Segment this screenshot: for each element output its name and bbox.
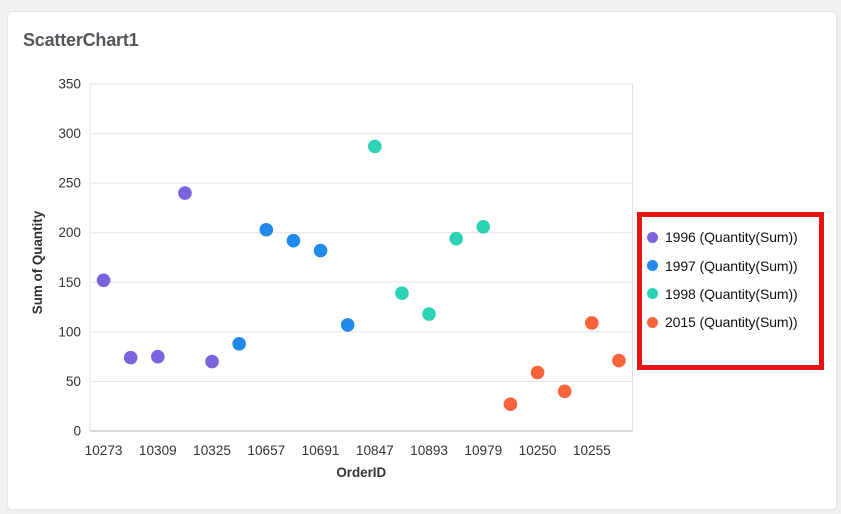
y-tick-label: 0 bbox=[73, 424, 81, 439]
legend-item-label: 2015 (Quantity(Sum)) bbox=[665, 314, 798, 331]
scatter-point[interactable] bbox=[503, 397, 518, 412]
x-tick-label: 10691 bbox=[302, 443, 340, 458]
chart-title: ScatterChart1 bbox=[23, 30, 139, 50]
legend-item[interactable]: 1998 (Quantity(Sum)) bbox=[647, 280, 817, 308]
legend-item[interactable]: 1996 (Quantity(Sum)) bbox=[647, 223, 817, 251]
scatter-point[interactable] bbox=[340, 318, 355, 332]
y-tick-label: 250 bbox=[58, 176, 81, 191]
scatter-point[interactable] bbox=[422, 307, 436, 321]
x-tick-label: 10250 bbox=[519, 443, 557, 458]
scatter-point[interactable] bbox=[232, 336, 246, 351]
y-tick-label: 300 bbox=[58, 126, 81, 141]
chart-card: ScatterChart1 bbox=[7, 11, 837, 510]
y-tick-label: 100 bbox=[58, 324, 81, 339]
scatter-point[interactable] bbox=[476, 219, 491, 234]
scatter-point[interactable] bbox=[259, 222, 274, 237]
y-tick-label: 150 bbox=[58, 275, 81, 290]
scatter-point[interactable] bbox=[123, 350, 138, 365]
scatter-point[interactable] bbox=[585, 316, 599, 330]
x-tick-label: 10893 bbox=[410, 443, 448, 458]
legend-marker-icon bbox=[647, 316, 658, 328]
x-tick-label: 10273 bbox=[85, 443, 123, 458]
scatter-point[interactable] bbox=[557, 384, 572, 399]
scatter-point[interactable] bbox=[368, 139, 382, 154]
y-tick-label: 200 bbox=[58, 225, 81, 240]
x-tick-label: 10979 bbox=[464, 443, 502, 458]
x-tick-label: 10255 bbox=[573, 443, 611, 458]
scatter-point[interactable] bbox=[178, 186, 192, 200]
scatter-point[interactable] bbox=[286, 233, 301, 248]
scatter-point[interactable] bbox=[530, 365, 545, 380]
scatter-point[interactable] bbox=[449, 231, 463, 246]
x-axis-title: OrderID bbox=[336, 465, 386, 480]
x-tick-label: 10325 bbox=[193, 443, 231, 458]
legend-item-label: 1997 (Quantity(Sum)) bbox=[665, 257, 798, 274]
x-tick-label: 10847 bbox=[356, 443, 394, 458]
y-tick-label: 350 bbox=[58, 77, 81, 92]
legend-item[interactable]: 1997 (Quantity(Sum)) bbox=[647, 251, 817, 279]
legend-marker-icon bbox=[647, 288, 658, 300]
scatter-point[interactable] bbox=[96, 273, 111, 288]
y-tick-label: 50 bbox=[66, 374, 82, 389]
legend-item-label: 1996 (Quantity(Sum)) bbox=[665, 229, 798, 246]
y-axis-title: Sum of Quantity bbox=[30, 210, 45, 314]
scatter-point[interactable] bbox=[612, 353, 626, 368]
scatter-point[interactable] bbox=[205, 354, 219, 369]
chart-legend: 1996 (Quantity(Sum)) 1997 (Quantity(Sum))… bbox=[647, 223, 817, 337]
legend-marker-icon bbox=[647, 260, 658, 272]
scatter-point[interactable] bbox=[313, 243, 328, 258]
scatter-point[interactable] bbox=[395, 286, 409, 300]
legend-marker-icon bbox=[647, 231, 658, 243]
legend-item-label: 1998 (Quantity(Sum)) bbox=[665, 285, 798, 302]
x-tick-label: 10309 bbox=[139, 443, 177, 458]
legend-item[interactable]: 2015 (Quantity(Sum)) bbox=[647, 308, 817, 336]
x-tick-label: 10657 bbox=[247, 443, 285, 458]
scatter-point[interactable] bbox=[151, 349, 165, 364]
